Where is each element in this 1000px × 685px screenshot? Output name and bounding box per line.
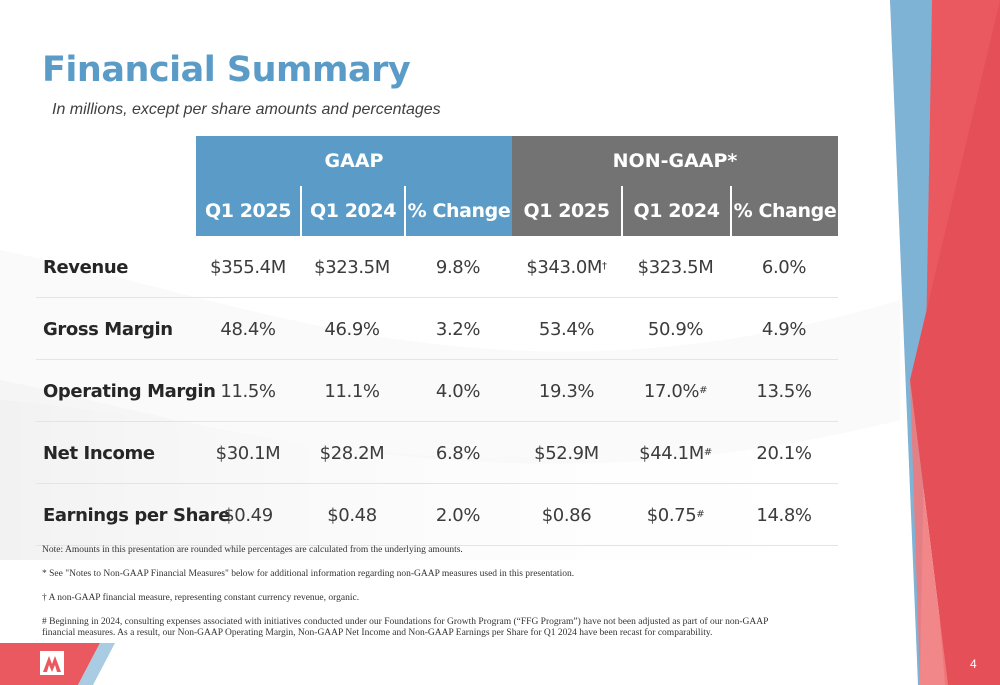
cell-non-gaap-change: 4.9% <box>730 298 838 360</box>
cell-non-gaap-change: 14.8% <box>730 484 838 546</box>
cell-gaap-change: 2.0% <box>404 484 512 546</box>
cell-value: 6.8% <box>435 442 481 464</box>
footnotes: Note: Amounts in this presentation are r… <box>42 545 782 639</box>
footnote-hash: # Beginning in 2024, consulting expenses… <box>42 617 768 638</box>
cell-value: 46.9% <box>324 318 380 340</box>
cell-non-gaap-q1-2024: 50.9% <box>621 298 730 360</box>
page-title: Financial Summary <box>42 50 411 90</box>
cell-value: $30.1M <box>215 442 281 464</box>
cell-non-gaap-change: 20.1% <box>730 422 838 484</box>
cell-value: 20.1% <box>756 442 812 464</box>
cell-value: $52.9M <box>534 442 599 464</box>
cell-gaap-q1-2024: $28.2M <box>300 422 404 484</box>
cell-gaap-change: 3.2% <box>404 298 512 360</box>
cell-value: $0.75 <box>646 504 697 526</box>
column-header-non-gaap-q1-2024: Q1 2024 <box>621 186 730 236</box>
cell-value: $0.86 <box>541 504 592 526</box>
table-row: Revenue $355.4M $323.5M 9.8% $343.0M † $323.5M… <box>36 236 838 298</box>
cell-value: 48.4% <box>220 318 276 340</box>
cell-non-gaap-change: 6.0% <box>730 236 838 298</box>
cell-value: $323.5M <box>637 256 714 278</box>
cell-value: 6.0% <box>761 256 807 278</box>
cell-value: 13.5% <box>756 380 812 402</box>
cell-value: $28.2M <box>319 442 385 464</box>
column-header-gaap-change: % Change <box>404 186 512 236</box>
group-header-gaap: GAAP <box>196 136 512 186</box>
cell-value: $44.1M <box>639 442 704 464</box>
column-header-gaap-q1-2025: Q1 2025 <box>196 186 300 236</box>
cell-non-gaap-q1-2024: $323.5M <box>621 236 730 298</box>
cell-gaap-q1-2024: $323.5M <box>300 236 404 298</box>
cell-gaap-q1-2024: 46.9% <box>300 298 404 360</box>
table-row: Gross Margin 48.4% 46.9% 3.2% 53.4% 50.9% 4.9% <box>36 298 838 360</box>
cell-value: 53.4% <box>538 318 595 340</box>
cell-gaap-change: 4.0% <box>404 360 512 422</box>
footnote-rounding: Note: Amounts in this presentation are r… <box>42 545 463 555</box>
cell-value: 50.9% <box>647 318 704 340</box>
cell-gaap-q1-2025: 11.5% <box>196 360 300 422</box>
row-label: Earnings per Share <box>43 504 231 526</box>
cell-non-gaap-q1-2024: 17.0% # <box>643 380 708 402</box>
cell-gaap-q1-2025: $0.49 <box>196 484 300 546</box>
cell-value: 4.9% <box>761 318 807 340</box>
footnote-dagger: † A non-GAAP financial measure, represen… <box>42 593 360 603</box>
table-row: Earnings per Share $0.49 $0.48 2.0% $0.86 $0.… <box>36 484 838 546</box>
column-header-non-gaap-change: % Change <box>730 186 838 236</box>
footnote-non-gaap: * See "Notes to Non-GAAP Financial Measu… <box>42 569 575 579</box>
cell-value: 11.5% <box>220 380 276 402</box>
cell-value: 19.3% <box>538 380 595 402</box>
cell-gaap-change: 9.8% <box>404 236 512 298</box>
cell-non-gaap-q1-2025: $0.86 <box>512 484 621 546</box>
cell-non-gaap-q1-2024: $44.1M # <box>639 442 712 464</box>
right-edge-decoration <box>890 0 1000 685</box>
cell-non-gaap-change: 13.5% <box>730 360 838 422</box>
row-label: Operating Margin <box>43 380 216 402</box>
cell-gaap-q1-2025: $30.1M <box>196 422 300 484</box>
cell-value: $0.49 <box>223 504 273 526</box>
cell-gaap-q1-2024: $0.48 <box>300 484 404 546</box>
table-row: Net Income $30.1M $28.2M 6.8% $52.9M $44.1M # 2… <box>36 422 838 484</box>
row-label: Net Income <box>43 442 155 464</box>
cell-value: 2.0% <box>435 504 481 526</box>
column-header-gaap-q1-2024: Q1 2024 <box>300 186 404 236</box>
page-number: 4 <box>970 657 977 671</box>
table-row: Operating Margin 11.5% 11.1% 4.0% 19.3% 17.0%… <box>36 360 838 422</box>
cell-value: $355.4M <box>210 256 286 278</box>
cell-non-gaap-q1-2025: 19.3% <box>512 360 621 422</box>
cell-value: 4.0% <box>435 380 481 402</box>
cell-gaap-q1-2025: $355.4M <box>196 236 300 298</box>
cell-non-gaap-q1-2024: $0.75 # <box>646 504 705 526</box>
cell-value: $343.0M <box>526 256 603 278</box>
row-label: Revenue <box>43 256 129 278</box>
cell-value: 3.2% <box>435 318 481 340</box>
cell-value: $323.5M <box>314 256 390 278</box>
cell-gaap-change: 6.8% <box>404 422 512 484</box>
cell-non-gaap-q1-2025: 53.4% <box>512 298 621 360</box>
page-subtitle: In millions, except per share amounts an… <box>52 101 441 118</box>
group-header-non-gaap: NON-GAAP* <box>512 136 838 186</box>
column-header-non-gaap-q1-2025: Q1 2025 <box>512 186 621 236</box>
cell-value: 14.8% <box>756 504 812 526</box>
row-label: Gross Margin <box>43 318 173 340</box>
cell-non-gaap-q1-2025: $52.9M <box>512 422 621 484</box>
cell-value: 9.8% <box>435 256 481 278</box>
cell-value: 17.0% <box>643 380 700 402</box>
cell-gaap-q1-2024: 11.1% <box>300 360 404 422</box>
cell-value: 11.1% <box>324 380 380 402</box>
cell-gaap-q1-2025: 48.4% <box>196 298 300 360</box>
cell-value: $0.48 <box>327 504 377 526</box>
company-logo-icon <box>0 643 115 685</box>
cell-non-gaap-q1-2025: $343.0M † <box>526 256 607 278</box>
